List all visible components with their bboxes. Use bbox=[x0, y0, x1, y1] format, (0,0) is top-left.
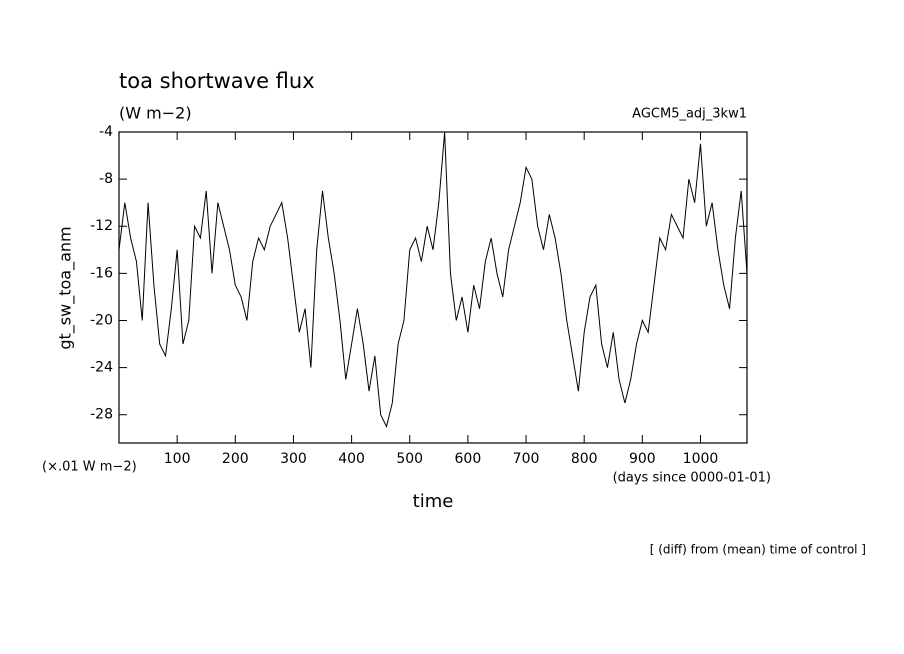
y-tick-label: -20 bbox=[90, 312, 113, 328]
x-tick-label: 800 bbox=[571, 451, 598, 467]
x-tick-label: 100 bbox=[164, 451, 191, 467]
x-tick-label: 200 bbox=[222, 451, 249, 467]
y-tick-label: -16 bbox=[90, 265, 113, 281]
chart-title: toa shortwave flux bbox=[119, 69, 315, 93]
y-units: (×.01 W m−2) bbox=[42, 460, 137, 475]
footnote: [ (diff) from (mean) time of control ] bbox=[650, 543, 866, 557]
x-tick-label: 700 bbox=[513, 451, 540, 467]
x-tick-label: 600 bbox=[455, 451, 482, 467]
y-axis-label: gt_sw_toa_anm bbox=[56, 226, 76, 349]
x-tick-label: 1000 bbox=[683, 451, 719, 467]
y-tick-label: -28 bbox=[90, 407, 113, 423]
y-tick-label: -24 bbox=[90, 360, 113, 376]
subtitle: (W m−2) bbox=[119, 104, 192, 123]
y-tick-label: -8 bbox=[99, 171, 113, 187]
data-line bbox=[118, 131, 748, 428]
y-tick-label: -12 bbox=[90, 218, 113, 234]
x-tick-label: 900 bbox=[629, 451, 656, 467]
y-tick-label: -4 bbox=[99, 124, 113, 140]
x-axis-label: time bbox=[413, 491, 454, 512]
x-tick-label: 500 bbox=[396, 451, 423, 467]
x-tick-label: 400 bbox=[338, 451, 365, 467]
x-units: (days since 0000-01-01) bbox=[613, 471, 771, 486]
run-label: AGCM5_adj_3kw1 bbox=[632, 107, 747, 122]
x-tick-label: 300 bbox=[280, 451, 307, 467]
plot-frame bbox=[118, 131, 748, 444]
